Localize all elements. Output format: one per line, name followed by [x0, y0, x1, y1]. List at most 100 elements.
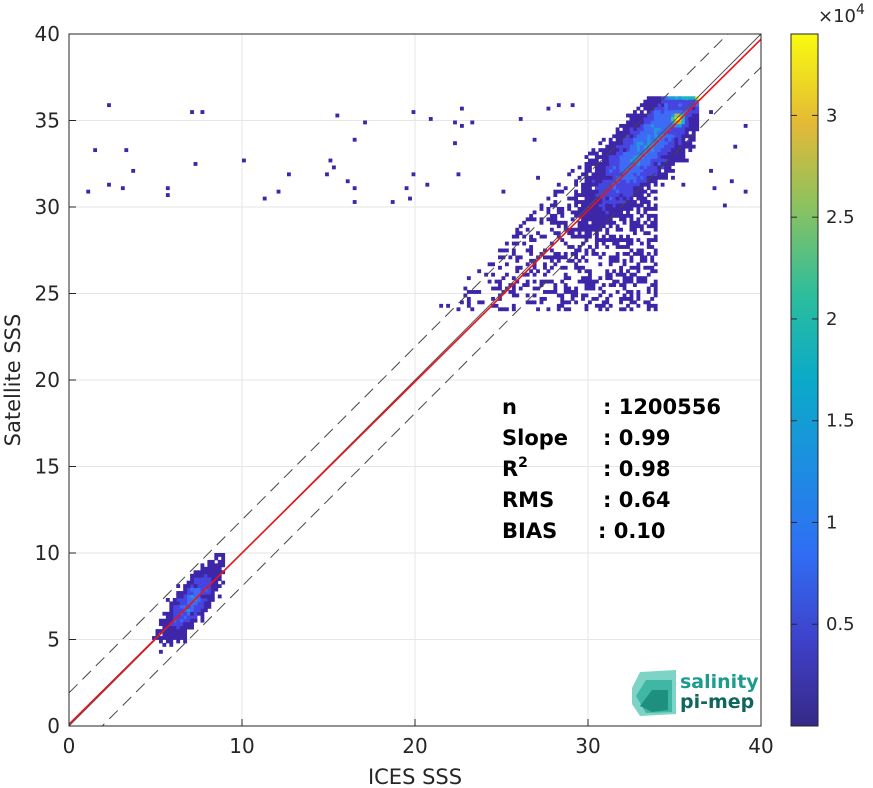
heat-cell	[646, 300, 651, 305]
heat-cell	[515, 269, 520, 274]
heat-cell	[653, 148, 658, 153]
heat-cell	[626, 182, 630, 187]
heat-cell	[193, 618, 198, 623]
heat-cell	[643, 155, 648, 159]
heat-cell	[591, 207, 596, 211]
heat-cell	[639, 165, 644, 170]
heat-cell	[577, 279, 582, 284]
heat-cell	[504, 241, 509, 246]
heat-cell	[591, 151, 596, 156]
heat-cell	[646, 123, 651, 128]
heat-cell	[615, 148, 620, 153]
heat-cell	[207, 566, 212, 571]
heat-cell	[221, 563, 226, 568]
heat-cell	[549, 217, 554, 222]
heat-cell	[677, 110, 682, 114]
y-tick-label: 25	[35, 282, 60, 306]
heat-cell	[605, 175, 610, 180]
heat-cell	[657, 155, 662, 159]
heat-cell	[612, 158, 617, 163]
heat-cell	[653, 224, 658, 229]
heat-cell	[203, 573, 208, 578]
heat-cell	[629, 127, 634, 132]
heat-cell	[570, 227, 575, 232]
heat-cell	[539, 207, 544, 211]
heat-cell	[664, 144, 668, 149]
heat-cell	[695, 113, 700, 118]
heat-cell	[653, 269, 658, 274]
heat-cell	[695, 127, 700, 132]
heat-cell	[619, 200, 623, 204]
heat-cell	[459, 300, 464, 305]
heat-cell	[588, 283, 592, 287]
heat-cell	[525, 262, 530, 267]
heat-cell	[639, 182, 644, 187]
heat-cell	[664, 158, 668, 163]
heat-cell	[588, 182, 592, 187]
heat-cell	[636, 172, 641, 177]
heat-cell	[584, 234, 589, 239]
heat-cell	[660, 117, 665, 121]
heat-cell	[584, 283, 589, 287]
heat-cell	[629, 151, 634, 156]
heat-cell	[560, 265, 565, 270]
heat-cell	[667, 117, 672, 121]
heat-cell	[626, 144, 630, 149]
heat-cell	[584, 293, 589, 298]
heat-cell	[660, 141, 665, 146]
heat-cell	[695, 106, 700, 111]
heat-cell	[591, 175, 596, 180]
heat-cell	[556, 303, 561, 308]
heat-cell	[411, 172, 416, 177]
heat-cell	[660, 162, 665, 166]
heat-cell	[619, 300, 623, 305]
heat-cell	[183, 587, 188, 592]
heat-cell	[601, 251, 606, 256]
heat-cell	[179, 597, 184, 602]
colorbar	[791, 34, 818, 726]
heat-cell	[729, 179, 734, 184]
heat-cell	[612, 241, 617, 246]
heat-cell	[567, 231, 572, 236]
heat-cell	[681, 106, 686, 111]
heat-cell	[158, 622, 163, 627]
heat-cell	[612, 234, 617, 239]
heat-cell	[653, 307, 658, 312]
heat-cell	[653, 179, 658, 184]
heat-cell	[200, 580, 205, 585]
heat-cell	[684, 141, 689, 146]
heat-cell	[560, 293, 565, 298]
heat-cell	[671, 130, 675, 135]
heat-cell	[598, 189, 603, 194]
heat-cell	[470, 120, 475, 125]
heat-cell	[203, 584, 208, 588]
heat-cell	[162, 611, 167, 616]
heat-cell	[612, 196, 617, 201]
heat-cell	[539, 220, 544, 225]
heat-cell	[608, 189, 613, 194]
heat-cell	[186, 584, 191, 588]
heat-cell	[162, 642, 167, 647]
heat-cell	[584, 227, 589, 232]
heat-cell	[653, 120, 658, 125]
heat-cell	[653, 213, 658, 218]
heat-cell	[629, 224, 634, 229]
line-lower-bound	[101, 66, 761, 726]
heat-cell	[193, 611, 198, 616]
heat-cell	[688, 120, 693, 125]
heat-cell	[674, 113, 679, 118]
heat-cell	[671, 141, 675, 146]
stat-value: : 0.98	[603, 457, 671, 481]
heat-cell	[681, 144, 686, 149]
heat-cell	[632, 203, 637, 208]
heat-cell	[584, 200, 589, 204]
heat-cell	[629, 117, 634, 121]
heat-cell	[657, 165, 662, 170]
heat-cell	[653, 106, 658, 111]
heat-cell	[653, 189, 658, 194]
heat-cell	[619, 179, 623, 184]
heat-cell	[594, 224, 599, 229]
heat-cell	[657, 175, 662, 180]
x-axis: 0 10 20 30 40	[63, 719, 774, 758]
heat-cell	[172, 608, 177, 613]
